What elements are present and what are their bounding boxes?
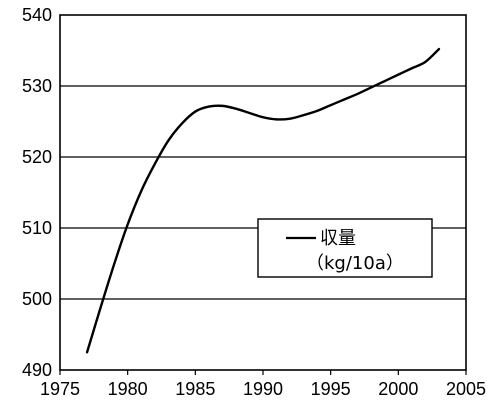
legend: 収量 （kg/10a）: [257, 218, 433, 278]
axis-layer: 490 500 510 520 530 540 1975 1980 1985 1990 1995 20…: [22, 5, 486, 399]
y-tick-label-500: 500: [22, 289, 52, 309]
x-tick-label-1985: 1985: [175, 379, 215, 399]
legend-box: [257, 218, 433, 278]
y-tick-label-510: 510: [22, 218, 52, 238]
y-tick-label-540: 540: [22, 5, 52, 25]
x-tick-label-1995: 1995: [311, 379, 351, 399]
series-layer: [85, 47, 441, 354]
x-tick-label-1975: 1975: [40, 379, 80, 399]
series-line-0: [85, 47, 441, 354]
y-tick-label-520: 520: [22, 147, 52, 167]
legend-unit: （kg/10a）: [306, 253, 404, 274]
x-tick-label-1990: 1990: [243, 379, 283, 399]
legend-label: 収量: [320, 228, 356, 249]
y-tick-label-490: 490: [22, 360, 52, 380]
y-tick-label-530: 530: [22, 76, 52, 96]
x-tick-label-2000: 2000: [378, 379, 418, 399]
plot-frame: [59, 14, 467, 371]
x-tick-label-2005: 2005: [446, 379, 486, 399]
x-tick-label-1980: 1980: [108, 379, 148, 399]
